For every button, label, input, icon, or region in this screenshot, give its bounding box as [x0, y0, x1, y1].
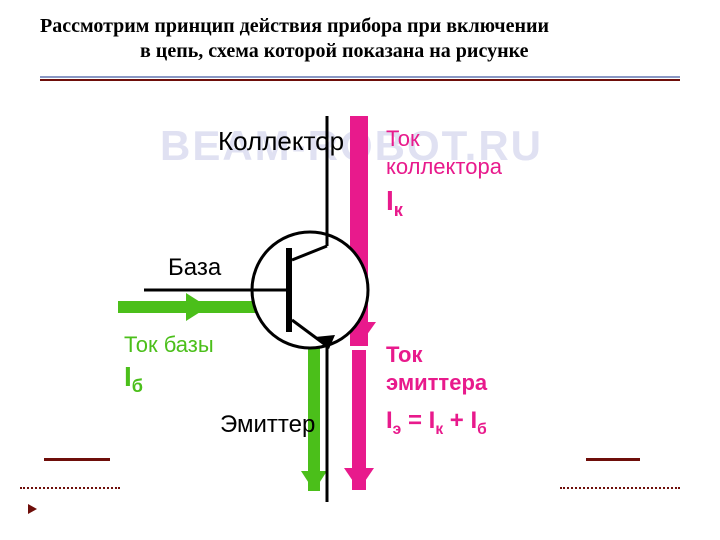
terminal-label: Эмиттер — [220, 411, 315, 438]
current-label: Ток — [386, 342, 423, 367]
current-label: коллектора — [386, 154, 503, 179]
footer-dots-left — [20, 487, 120, 491]
svg-text:Iб: Iб — [124, 361, 143, 396]
slide: Рассмотрим принцип действия прибора при … — [0, 0, 720, 540]
transistor-diagram: BEAM-ROBOT.RUКоллекторБазаЭмиттерТокколл… — [90, 90, 570, 510]
current-label: Ток — [386, 126, 420, 151]
svg-text:Iэ = Iк + Iб: Iэ = Iк + Iб — [386, 407, 487, 438]
current-label: Ток базы — [124, 332, 214, 357]
current-label: эмиттера — [386, 370, 488, 395]
svg-text:Iк: Iк — [386, 185, 404, 220]
title-line-2: в цепь, схема которой показана на рисунк… — [40, 39, 680, 64]
footer-bullet-icon — [28, 504, 37, 514]
footer-dots-right — [560, 487, 680, 491]
footer-rule-right — [586, 458, 640, 461]
terminal-label: Коллектор — [218, 126, 344, 156]
footer-rule-left — [44, 458, 110, 461]
title-divider — [40, 76, 680, 80]
slide-title: Рассмотрим принцип действия прибора при … — [40, 14, 680, 64]
terminal-label: База — [168, 254, 222, 281]
title-line-1: Рассмотрим принцип действия прибора при … — [40, 14, 680, 39]
